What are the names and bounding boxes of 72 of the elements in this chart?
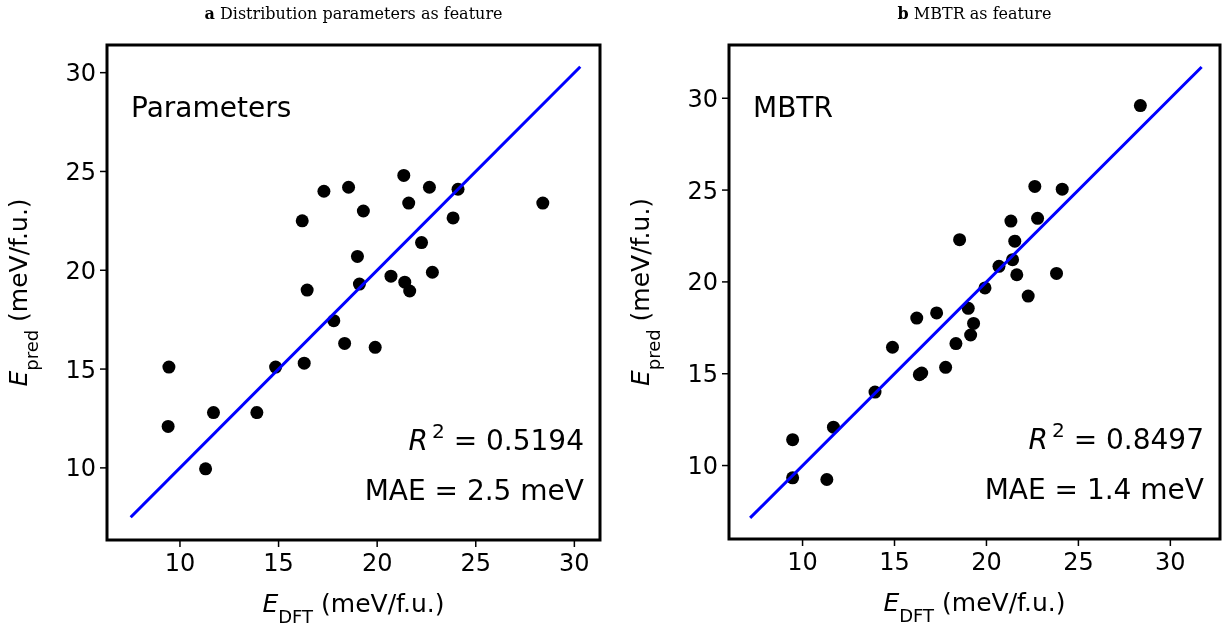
chart-title: b MBTR as feature bbox=[897, 4, 1052, 23]
point bbox=[350, 249, 364, 263]
x-tick-label: 10 bbox=[164, 549, 196, 577]
chart-title: a Distribution parameters as feature bbox=[204, 4, 503, 23]
point bbox=[820, 473, 834, 486]
point bbox=[939, 360, 953, 374]
point bbox=[338, 336, 352, 350]
point bbox=[384, 269, 398, 283]
point bbox=[1028, 179, 1042, 193]
point bbox=[1008, 234, 1022, 248]
point bbox=[397, 168, 411, 182]
point bbox=[402, 196, 416, 210]
point bbox=[342, 180, 356, 194]
annotation: MAE = 2.5 meV bbox=[364, 474, 584, 507]
x-axis-title: E$_{DFT}$ (meV/f.u.) bbox=[883, 588, 1066, 626]
point bbox=[1133, 99, 1147, 113]
y-tick-label: 20 bbox=[687, 268, 718, 297]
y-tick-label: 10 bbox=[687, 452, 718, 481]
point bbox=[885, 340, 899, 354]
y-tick-label: 10 bbox=[65, 454, 96, 483]
point bbox=[1004, 214, 1018, 228]
annotation: R$^{2}$ = 0.5194 bbox=[408, 419, 584, 457]
x-tick-label: 30 bbox=[559, 549, 590, 577]
point bbox=[317, 184, 331, 198]
y-tick-label: 30 bbox=[687, 84, 718, 113]
y-tick-label: 25 bbox=[687, 176, 718, 205]
point bbox=[295, 214, 309, 228]
point bbox=[1055, 182, 1069, 196]
point bbox=[910, 311, 924, 325]
point bbox=[415, 236, 429, 250]
point bbox=[403, 284, 417, 298]
annotation: Parameters bbox=[131, 91, 292, 124]
point bbox=[964, 328, 978, 342]
point bbox=[1031, 211, 1045, 225]
point bbox=[250, 406, 264, 420]
point bbox=[422, 180, 436, 194]
x-axis-title: E$_{DFT}$ (meV/f.u.) bbox=[262, 589, 445, 627]
point bbox=[1010, 268, 1024, 282]
x-tick-label: 15 bbox=[263, 549, 294, 577]
x-tick-label: 15 bbox=[879, 548, 910, 576]
x-tick-label: 30 bbox=[1155, 548, 1186, 576]
y-tick-label: 15 bbox=[65, 355, 96, 384]
point bbox=[161, 419, 175, 433]
y-tick-label: 15 bbox=[687, 360, 718, 389]
point bbox=[786, 433, 800, 447]
point bbox=[425, 265, 439, 279]
point bbox=[949, 337, 963, 351]
y-tick-label: 30 bbox=[65, 59, 96, 88]
point bbox=[300, 283, 314, 297]
x-tick-label: 25 bbox=[1063, 548, 1094, 576]
point bbox=[206, 406, 220, 420]
point bbox=[967, 316, 981, 330]
point bbox=[446, 211, 460, 225]
point bbox=[356, 204, 370, 218]
point bbox=[930, 306, 944, 320]
point bbox=[297, 356, 311, 370]
y-tick-label: 20 bbox=[65, 256, 96, 285]
point bbox=[953, 233, 967, 247]
y-tick-label: 25 bbox=[65, 157, 96, 186]
x-tick-label: 10 bbox=[787, 548, 818, 576]
point bbox=[368, 340, 382, 354]
annotation: MBTR bbox=[753, 91, 833, 124]
annotation: MAE = 1.4 meV bbox=[984, 473, 1204, 506]
point bbox=[1021, 289, 1035, 303]
point bbox=[162, 360, 176, 374]
point bbox=[1050, 266, 1064, 280]
point bbox=[536, 196, 550, 210]
point bbox=[199, 462, 213, 476]
annotation: R$^{2}$ = 0.8497 bbox=[1028, 418, 1204, 456]
x-tick-label: 20 bbox=[361, 549, 393, 577]
x-tick-label: 25 bbox=[460, 549, 492, 577]
x-tick-label: 20 bbox=[971, 548, 1002, 576]
